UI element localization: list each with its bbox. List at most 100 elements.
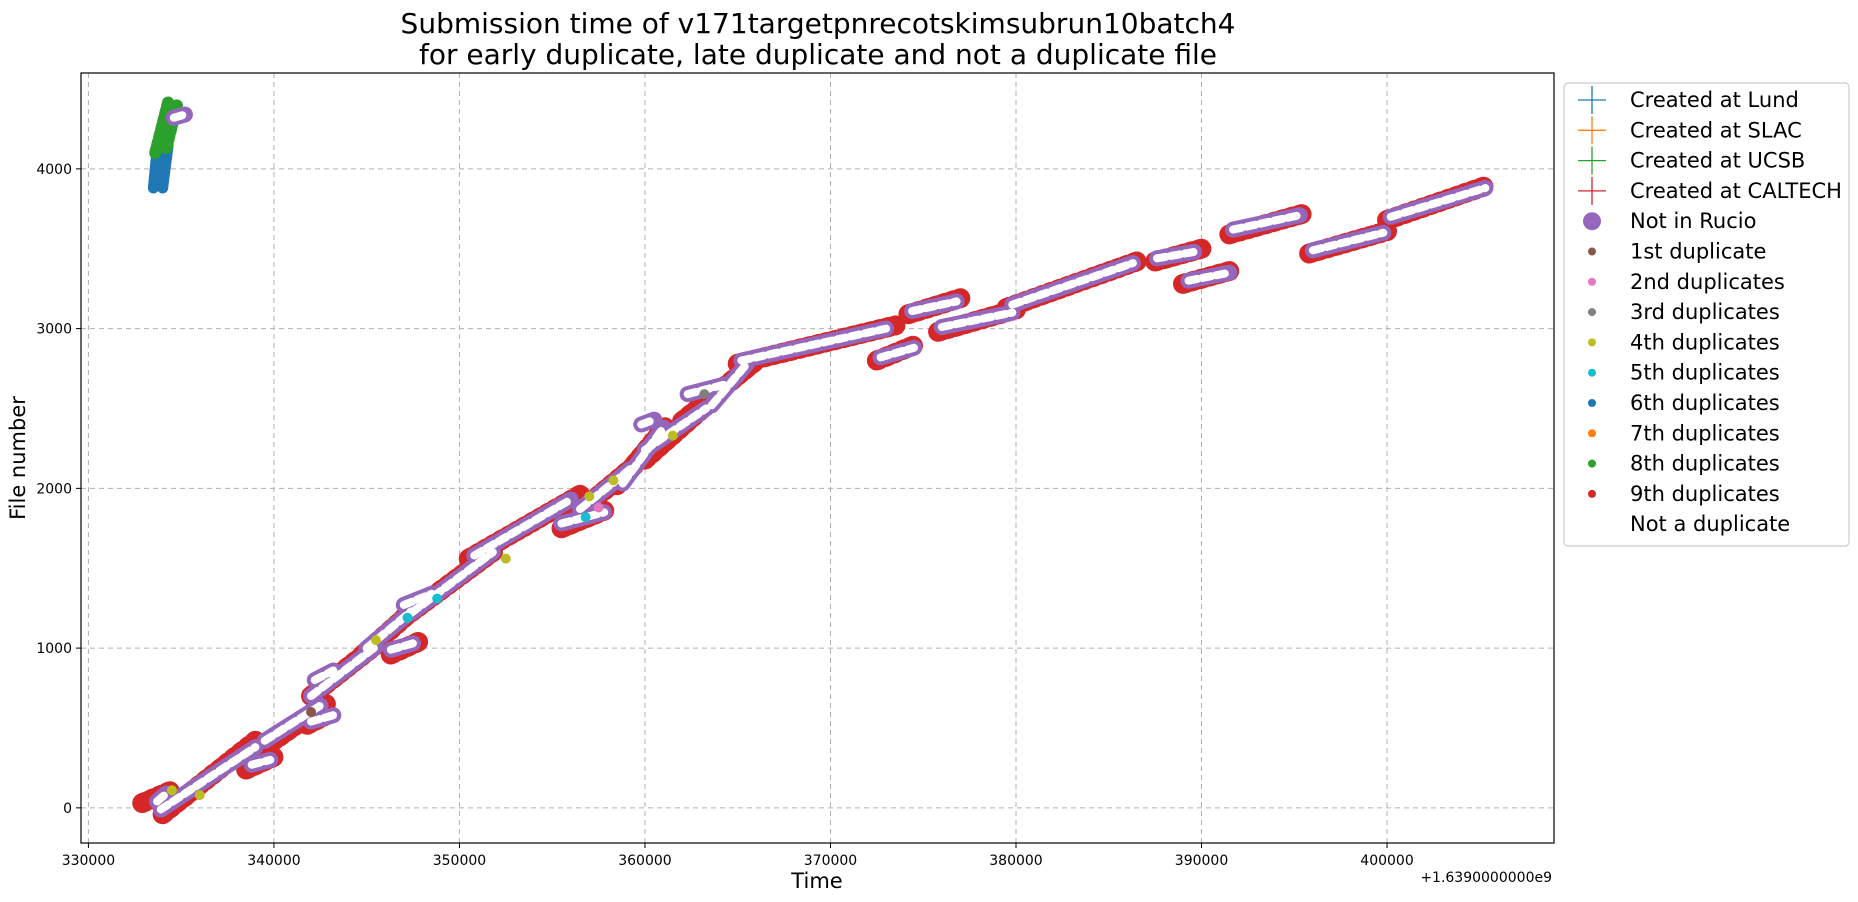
y-tick-label: 4000 xyxy=(36,162,72,178)
duplicate-point xyxy=(370,635,381,646)
legend-entry: Created at SLAC xyxy=(1578,116,1802,145)
not-a-duplicate-band xyxy=(1229,211,1304,234)
x-tick-label: 340000 xyxy=(247,853,300,869)
not-a-duplicate-band xyxy=(307,711,338,726)
not-a-duplicate-band xyxy=(707,359,752,410)
y-tick-label: 1000 xyxy=(36,641,72,657)
x-tick-label: 360000 xyxy=(618,853,671,869)
grid xyxy=(81,73,1554,843)
not-a-duplicate-band xyxy=(1386,184,1490,221)
legend-label: 1st duplicate xyxy=(1630,240,1766,264)
legend-marker xyxy=(1588,429,1596,438)
not-a-duplicate-band xyxy=(307,642,380,701)
legend-entry: Not a duplicate xyxy=(1588,512,1790,536)
legend-entry: Created at UCSB xyxy=(1578,146,1805,175)
legend-label: 7th duplicates xyxy=(1630,421,1780,445)
not-a-duplicate-band xyxy=(576,465,635,514)
not-a-duplicate-band xyxy=(407,548,497,617)
plot-frame xyxy=(80,72,1555,844)
duplicate-point xyxy=(667,430,678,441)
legend: Created at Lund Created at SLAC Created at… xyxy=(1563,82,1850,547)
legend-entry: Created at Lund xyxy=(1578,86,1799,114)
x-tick-label: 400000 xyxy=(1360,853,1413,869)
not-a-duplicate-band xyxy=(169,110,189,122)
legend-label: Not a duplicate xyxy=(1630,512,1790,536)
x-tick-label: 330000 xyxy=(62,853,115,869)
legend-label: 3rd duplicates xyxy=(1630,300,1780,324)
legend-label: Created at UCSB xyxy=(1630,149,1805,173)
legend-marker xyxy=(1588,520,1596,529)
not-a-duplicate-band xyxy=(737,324,891,365)
legend-label: 2nd duplicates xyxy=(1630,270,1785,294)
legend-entry: 4th duplicates xyxy=(1588,330,1780,354)
not-a-duplicate-band xyxy=(618,423,668,488)
duplicate-point xyxy=(608,475,619,486)
legend-entry: 6th duplicates xyxy=(1588,391,1780,415)
not-a-duplicate-band xyxy=(399,589,436,609)
duplicate-point xyxy=(500,553,511,564)
x-tick-label: 390000 xyxy=(1175,853,1228,869)
y-tick-label: 3000 xyxy=(36,322,72,338)
not-a-duplicate-band xyxy=(386,639,418,654)
not-a-duplicate-band xyxy=(247,755,275,769)
not-a-duplicate-band xyxy=(1152,247,1199,263)
legend-label: 8th duplicates xyxy=(1630,452,1780,476)
y-tick-label: 2000 xyxy=(36,481,72,497)
duplicate-point xyxy=(306,707,317,718)
not-a-duplicate-band xyxy=(908,297,961,316)
y-axis: 0 1000 2000 3000 4000 xyxy=(36,162,81,817)
duplicate-point xyxy=(432,593,443,604)
legend-entry: 7th duplicates xyxy=(1588,421,1780,445)
legend-label: 6th duplicates xyxy=(1630,391,1780,415)
legend-label: Not in Rucio xyxy=(1630,209,1756,233)
legend-marker xyxy=(1588,247,1596,256)
legend-entry: Created at CALTECH xyxy=(1578,176,1842,205)
x-axis: 330000 340000 350000 360000 370000 380000 3900… xyxy=(62,843,1414,869)
not-a-duplicate-band xyxy=(876,343,918,362)
legend-entry: Not in Rucio xyxy=(1583,209,1756,233)
legend-label: 9th duplicates xyxy=(1630,482,1780,506)
not-a-duplicate-band xyxy=(470,495,575,560)
legend-frame xyxy=(1563,82,1850,547)
duplicate-point xyxy=(402,612,413,623)
legend-entry: 5th duplicates xyxy=(1588,361,1780,385)
legend-label: 5th duplicates xyxy=(1630,361,1780,385)
legend-marker xyxy=(1588,338,1596,347)
x-tick-label: 380000 xyxy=(989,853,1042,869)
chart-title: Submission time of v171targetpnrecotskim… xyxy=(401,7,1236,40)
legend-entry: 2nd duplicates xyxy=(1588,270,1785,294)
duplicate-point xyxy=(593,502,604,513)
y-tick-label: 0 xyxy=(63,801,72,817)
y-axis-label: File number xyxy=(6,396,30,520)
duplicate-point xyxy=(580,512,591,523)
chart-marks xyxy=(132,95,1500,825)
not-a-duplicate-band xyxy=(310,666,338,685)
legend-entry: 9th duplicates xyxy=(1588,482,1780,506)
legend-label: Created at CALTECH xyxy=(1630,179,1842,203)
legend-marker xyxy=(1588,459,1596,468)
legend-label: 4th duplicates xyxy=(1630,330,1780,354)
not-a-duplicate-band xyxy=(640,404,711,455)
legend-label: Created at SLAC xyxy=(1630,118,1802,142)
legend-label: Created at Lund xyxy=(1630,88,1799,112)
legend-marker xyxy=(1588,308,1596,317)
not-a-duplicate-band xyxy=(153,789,171,806)
not-a-duplicate-band xyxy=(1184,268,1234,285)
not-a-duplicate-band xyxy=(637,415,659,429)
duplicate-point xyxy=(166,785,177,796)
chart-subtitle: for early duplicate, late duplicate and … xyxy=(419,38,1217,71)
legend-entry: 3rd duplicates xyxy=(1588,300,1780,324)
not-a-duplicate-band xyxy=(683,380,729,399)
x-offset-label: +1.6390000000e9 xyxy=(1420,870,1552,886)
not-a-duplicate-band xyxy=(156,743,260,814)
duplicate-point xyxy=(584,491,595,502)
legend-marker xyxy=(1583,212,1601,231)
legend-marker xyxy=(1588,277,1596,286)
x-axis-label: Time xyxy=(790,869,842,893)
not-a-duplicate-band xyxy=(937,308,1017,332)
legend-marker xyxy=(1588,489,1596,498)
legend-marker xyxy=(1588,399,1596,407)
legend-entry: 1st duplicate xyxy=(1588,240,1766,264)
legend-entry: 8th duplicates xyxy=(1588,452,1780,476)
